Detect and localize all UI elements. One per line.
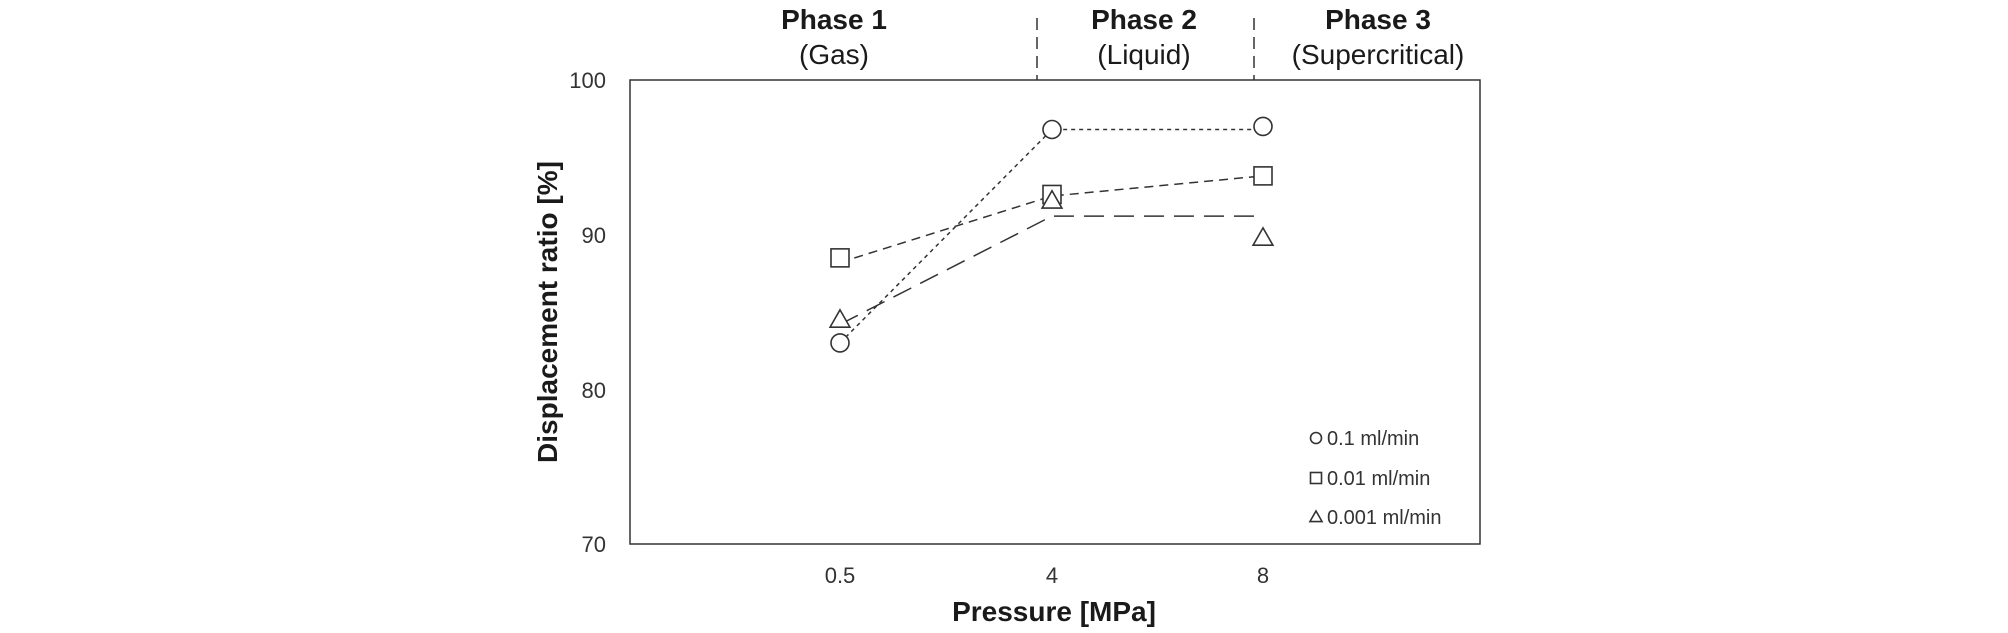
trend-line-triangle xyxy=(839,215,1263,326)
phase-2-state: (Liquid) xyxy=(1097,39,1190,70)
phase-2-name: Phase 2 xyxy=(1091,4,1197,35)
data-point-circle xyxy=(1042,119,1062,140)
x-tick-label: 8 xyxy=(1257,563,1269,588)
phase-1-name: Phase 1 xyxy=(781,4,887,35)
data-point-triangle xyxy=(828,308,852,328)
data-point-circle xyxy=(1253,116,1273,137)
legend-markers xyxy=(1308,431,1324,523)
phase-header: Phase 1 (Gas) Phase 2 (Liquid) Phase 3 (… xyxy=(781,4,1464,80)
data-point-circle xyxy=(830,333,850,353)
data-point-square xyxy=(830,248,850,268)
y-tick-label: 80 xyxy=(582,378,606,403)
phase-3-name: Phase 3 xyxy=(1325,4,1431,35)
phase-3-state: (Supercritical) xyxy=(1292,39,1465,70)
legend-square-icon xyxy=(1309,471,1323,485)
legend-triangle-icon xyxy=(1308,509,1324,523)
x-tick-label: 4 xyxy=(1046,563,1058,588)
legend-label-0.1: 0.1 ml/min xyxy=(1327,428,1419,450)
data-point-triangle xyxy=(1251,226,1275,246)
trend-line-square xyxy=(839,175,1264,264)
y-tick-label: 70 xyxy=(582,532,606,557)
y-tick-label: 90 xyxy=(582,223,606,248)
x-tick-label: 0.5 xyxy=(825,563,856,588)
data-point-square xyxy=(1253,166,1273,186)
phase-1-state: (Gas) xyxy=(799,39,869,70)
legend-label-0.01: 0.01 ml/min xyxy=(1327,468,1430,490)
data-point-triangle xyxy=(1040,189,1064,209)
legend-label-0.001: 0.001 ml/min xyxy=(1327,507,1442,529)
series-layer xyxy=(828,116,1275,353)
legend: 0.1 ml/min 0.01 ml/min 0.001 ml/min xyxy=(1308,428,1442,529)
plot-area-frame xyxy=(629,79,1481,545)
y-axis-title: Displacement ratio [%] xyxy=(532,161,563,463)
trend-line-circle xyxy=(839,128,1263,344)
y-tick-label: 100 xyxy=(569,68,606,93)
legend-circle-icon xyxy=(1309,431,1323,445)
x-axis-title: Pressure [MPa] xyxy=(952,596,1156,627)
